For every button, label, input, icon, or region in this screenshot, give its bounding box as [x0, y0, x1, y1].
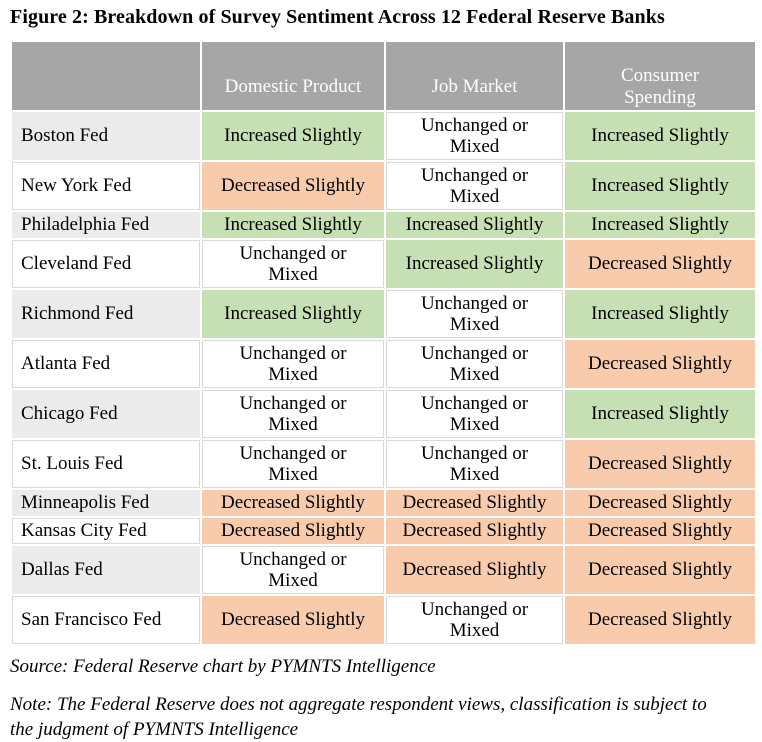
- bank-name-cell: Chicago Fed: [12, 389, 200, 438]
- sentiment-cell: Increased Slightly: [202, 111, 384, 160]
- sentiment-cell: Increased Slightly: [565, 289, 755, 338]
- table-body: Boston Fed Increased Slightly Unchanged or…: [12, 111, 755, 644]
- bank-name-cell: Dallas Fed: [12, 545, 200, 594]
- sentiment-cell: Decreased Slightly: [565, 545, 755, 594]
- sentiment-cell: Decreased Slightly: [565, 339, 755, 388]
- figure-title: Figure 2: Breakdown of Survey Sentiment …: [10, 6, 665, 28]
- sentiment-cell: Increased Slightly: [386, 211, 563, 238]
- sentiment-cell: Unchanged or Mixed: [386, 289, 563, 338]
- table-row: Boston Fed Increased Slightly Unchanged or…: [12, 111, 755, 160]
- table-row: Chicago Fed Unchanged or Mixed Unchanged o…: [12, 389, 755, 438]
- table-row: San Francisco Fed Decreased Slightly Uncha…: [12, 595, 755, 644]
- header-row: Domestic Product Job Market Consumer Spe…: [12, 42, 755, 110]
- sentiment-cell: Increased Slightly: [565, 111, 755, 160]
- source-note: Source: Federal Reserve chart by PYMNTS …: [10, 655, 436, 677]
- sentiment-cell: Increased Slightly: [565, 389, 755, 438]
- bank-name-cell: Richmond Fed: [12, 289, 200, 338]
- table-row: St. Louis Fed Unchanged or Mixed Unchanged…: [12, 439, 755, 488]
- sentiment-cell: Decreased Slightly: [386, 545, 563, 594]
- table-row: Atlanta Fed Unchanged or Mixed Unchanged o…: [12, 339, 755, 388]
- sentiment-cell: Increased Slightly: [565, 211, 755, 238]
- sentiment-cell: Decreased Slightly: [202, 517, 384, 544]
- sentiment-cell: Unchanged or Mixed: [202, 239, 384, 288]
- header-label-consumer-spending: Consumer Spending: [620, 65, 700, 108]
- header-cell-job-market: Job Market: [386, 42, 563, 110]
- header-label-domestic-product: Domestic Product: [224, 75, 362, 97]
- bank-name-cell: New York Fed: [12, 161, 200, 210]
- sentiment-cell: Decreased Slightly: [202, 489, 384, 516]
- table-row: Richmond Fed Increased Slightly Unchanged …: [12, 289, 755, 338]
- sentiment-cell: Unchanged or Mixed: [386, 389, 563, 438]
- sentiment-cell: Increased Slightly: [202, 211, 384, 238]
- sentiment-cell: Unchanged or Mixed: [386, 439, 563, 488]
- sentiment-cell: Unchanged or Mixed: [202, 339, 384, 388]
- bank-name-cell: Minneapolis Fed: [12, 489, 200, 516]
- sentiment-cell: Decreased Slightly: [565, 239, 755, 288]
- sentiment-cell: Increased Slightly: [565, 161, 755, 210]
- table-row: Kansas City Fed Decreased Slightly Decreas…: [12, 517, 755, 544]
- sentiment-cell: Increased Slightly: [386, 239, 563, 288]
- sentiment-cell: Unchanged or Mixed: [202, 389, 384, 438]
- sentiment-cell: Unchanged or Mixed: [386, 161, 563, 210]
- bank-name-cell: St. Louis Fed: [12, 439, 200, 488]
- bank-name-cell: Kansas City Fed: [12, 517, 200, 544]
- bank-name-cell: Cleveland Fed: [12, 239, 200, 288]
- table-row: Minneapolis Fed Decreased Slightly Decreas…: [12, 489, 755, 516]
- sentiment-cell: Decreased Slightly: [565, 489, 755, 516]
- bank-name-cell: San Francisco Fed: [12, 595, 200, 644]
- sentiment-cell: Unchanged or Mixed: [386, 111, 563, 160]
- sentiment-cell: Decreased Slightly: [386, 489, 563, 516]
- methodology-note: Note: The Federal Reserve does not aggre…: [10, 693, 707, 740]
- sentiment-cell: Unchanged or Mixed: [202, 545, 384, 594]
- sentiment-cell: Unchanged or Mixed: [202, 439, 384, 488]
- sentiment-cell: Decreased Slightly: [386, 517, 563, 544]
- bank-name-cell: Philadelphia Fed: [12, 211, 200, 238]
- sentiment-cell: Unchanged or Mixed: [386, 595, 563, 644]
- header-cell-domestic-product: Domestic Product: [202, 42, 384, 110]
- bank-name-cell: Atlanta Fed: [12, 339, 200, 388]
- sentiment-cell: Decreased Slightly: [565, 439, 755, 488]
- sentiment-cell: Decreased Slightly: [565, 517, 755, 544]
- sentiment-cell: Increased Slightly: [202, 289, 384, 338]
- sentiment-table: Domestic Product Job Market Consumer Spe…: [10, 40, 757, 646]
- sentiment-cell: Decreased Slightly: [202, 595, 384, 644]
- header-cell-blank: [12, 42, 200, 110]
- sentiment-cell: Unchanged or Mixed: [386, 339, 563, 388]
- sentiment-cell: Decreased Slightly: [565, 595, 755, 644]
- header-label-job-market: Job Market: [431, 75, 518, 97]
- sentiment-cell: Decreased Slightly: [202, 161, 384, 210]
- table-row: Philadelphia Fed Increased Slightly Increa…: [12, 211, 755, 238]
- table-row: Dallas Fed Unchanged or Mixed Decreased Sl…: [12, 545, 755, 594]
- table-row: Cleveland Fed Unchanged or Mixed Increased…: [12, 239, 755, 288]
- header-cell-consumer-spending: Consumer Spending: [565, 42, 755, 110]
- bank-name-cell: Boston Fed: [12, 111, 200, 160]
- table-row: New York Fed Decreased Slightly Unchanged …: [12, 161, 755, 210]
